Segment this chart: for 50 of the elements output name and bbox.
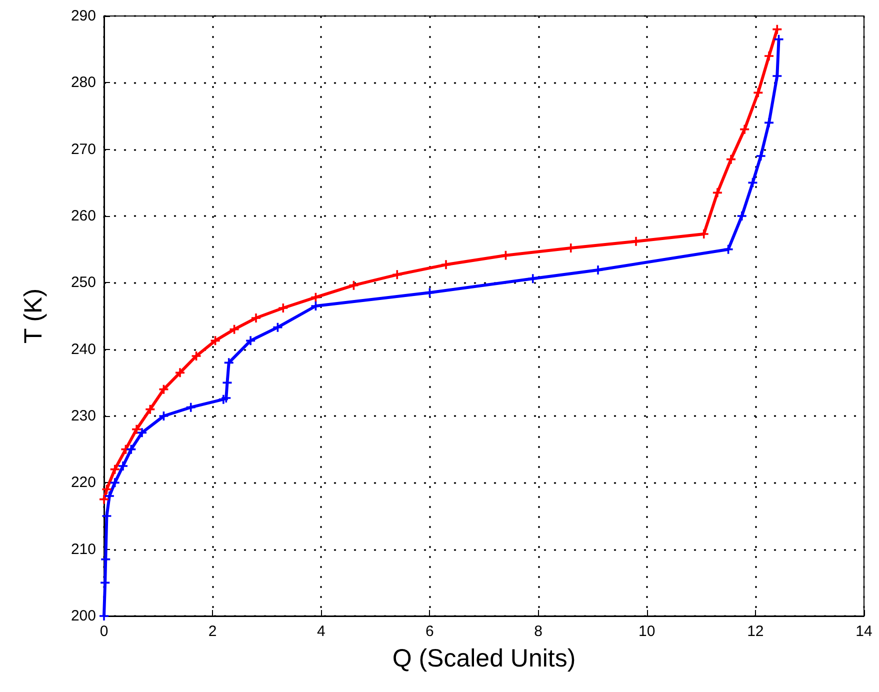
y-tick-label: 210 <box>70 540 96 558</box>
x-tick-label: 2 <box>208 623 217 640</box>
x-tick-label: 12 <box>747 623 764 640</box>
point <box>772 24 782 34</box>
point <box>110 464 120 474</box>
x-tick-label: 4 <box>316 623 326 640</box>
y-tick-label: 230 <box>70 408 96 424</box>
x-tick-label: 10 <box>638 623 656 640</box>
point <box>186 402 196 412</box>
point <box>764 52 774 60</box>
point <box>737 212 746 220</box>
point <box>442 260 450 270</box>
point <box>528 274 538 284</box>
point <box>632 236 640 246</box>
x-tick-label: 14 <box>856 623 872 640</box>
point <box>100 494 108 504</box>
x-tick-label: 6 <box>426 623 434 640</box>
y-tick-label: 240 <box>70 340 96 358</box>
point <box>594 266 602 274</box>
y-tick-label: 280 <box>70 74 96 92</box>
point <box>754 88 763 98</box>
y-tick-label: 250 <box>70 274 96 292</box>
point <box>278 304 288 312</box>
point <box>192 352 201 360</box>
point <box>159 412 168 420</box>
y-tick-label: 220 <box>70 474 96 492</box>
point <box>132 424 142 434</box>
point <box>118 462 128 470</box>
y-tick-label: 200 <box>70 608 96 624</box>
x-tick-label: 0 <box>100 623 108 640</box>
y-tick-label: 290 <box>70 8 96 24</box>
x-tick-label: 8 <box>534 623 542 640</box>
point <box>756 152 766 160</box>
point <box>712 188 722 198</box>
y-axis-title: T (K) <box>20 288 48 344</box>
y-tick-label: 270 <box>70 140 96 158</box>
point <box>110 478 120 488</box>
point <box>764 118 774 128</box>
x-axis-title: Q (Scaled Units) <box>392 644 576 672</box>
point <box>740 124 750 134</box>
point <box>104 492 114 500</box>
point <box>246 336 256 346</box>
point <box>138 428 146 438</box>
point <box>252 314 260 322</box>
point <box>176 368 184 378</box>
point <box>146 404 155 414</box>
y-tick-label: 260 <box>70 208 96 224</box>
point <box>126 444 136 454</box>
point <box>726 154 736 164</box>
point <box>392 270 402 280</box>
